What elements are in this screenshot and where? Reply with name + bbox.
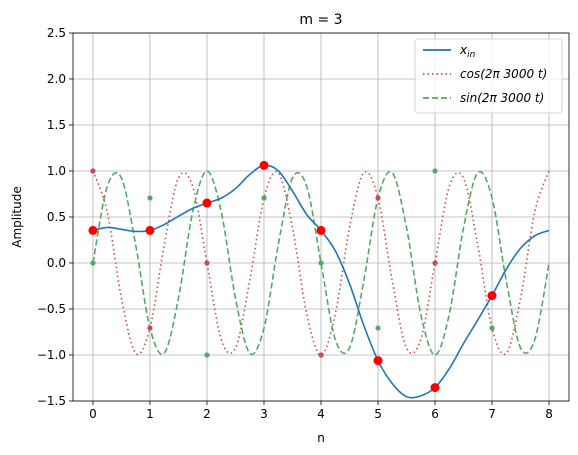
- cos-sample-point-4: [318, 352, 324, 358]
- legend-label-x-in-main: x: [459, 43, 468, 57]
- series-line-cos-2-3000-t: [92, 170, 550, 356]
- x-tick-label-8: 8: [545, 407, 553, 421]
- sin-sample-point-0: [90, 260, 96, 266]
- x-tick-label-7: 7: [488, 407, 496, 421]
- y-tick-label-4: 0.5: [47, 210, 66, 224]
- sin-sample-point-4: [318, 260, 324, 266]
- x-in-sample-point-4: [316, 225, 326, 235]
- legend-label-x-in: xin: [459, 43, 476, 60]
- legend-label-x-in-sub: in: [467, 50, 476, 60]
- legend-box: [414, 38, 563, 114]
- sin-sample-point-2: [204, 352, 210, 358]
- sin-sample-point-7: [489, 325, 495, 331]
- y-tick-label-0: −1.5: [37, 394, 66, 408]
- y-tick-label-7: 2.0: [47, 72, 66, 86]
- x-in-sample-point-2: [202, 198, 212, 208]
- y-tick-label-5: 1.0: [47, 164, 66, 178]
- x-in-sample-point-0: [88, 225, 98, 235]
- cos-sample-point-0: [90, 168, 96, 174]
- y-tick-label-6: 1.5: [47, 118, 66, 132]
- x-tick-label-1: 1: [146, 407, 154, 421]
- x-in-sample-point-5: [373, 356, 383, 366]
- x-tick-label-4: 4: [317, 407, 325, 421]
- x-in-sample-point-1: [145, 225, 155, 235]
- y-axis-label: Amplitude: [10, 186, 24, 248]
- x-tick-label-5: 5: [374, 407, 382, 421]
- y-tick-label-2: −0.5: [37, 302, 66, 316]
- x-tick-label-3: 3: [260, 407, 268, 421]
- sin-sample-point-1: [147, 195, 153, 201]
- legend-label-sin: sin(2π 3000 t): [460, 91, 544, 105]
- cos-sample-point-5: [375, 195, 381, 201]
- axis-ticks: 0 1 2 3 4 5 6 7 8 −1.5 −1.0 −0.5 0.0 0.5 1.0 1.5 2.0 2.5: [37, 26, 553, 421]
- sin-sample-point-3: [261, 195, 267, 201]
- sin-sample-point-5: [375, 325, 381, 331]
- x-tick-label-2: 2: [203, 407, 211, 421]
- series-line-sin-2-3000-t: [92, 170, 550, 356]
- cos-sample-point-6: [432, 260, 438, 266]
- sin-sample-point-6: [432, 168, 438, 174]
- cos-sample-point-1: [147, 325, 153, 331]
- x-in-sample-point-3: [259, 160, 269, 170]
- y-tick-label-3: 0.0: [47, 256, 66, 270]
- x-tick-label-0: 0: [89, 407, 97, 421]
- cos-sample-point-2: [204, 260, 210, 266]
- y-tick-label-8: 2.5: [47, 26, 66, 40]
- legend: xin cos(2π 3000 t) sin(2π 3000 t): [414, 38, 563, 114]
- x-axis-label: n: [317, 431, 325, 445]
- sample-markers: [88, 160, 497, 393]
- chart-title: m = 3: [299, 12, 342, 28]
- x-in-sample-point-6: [430, 383, 440, 393]
- legend-label-cos: cos(2π 3000 t): [460, 67, 547, 81]
- y-tick-label-1: −1.0: [37, 348, 66, 362]
- x-tick-label-6: 6: [431, 407, 439, 421]
- x-in-sample-point-7: [487, 291, 497, 301]
